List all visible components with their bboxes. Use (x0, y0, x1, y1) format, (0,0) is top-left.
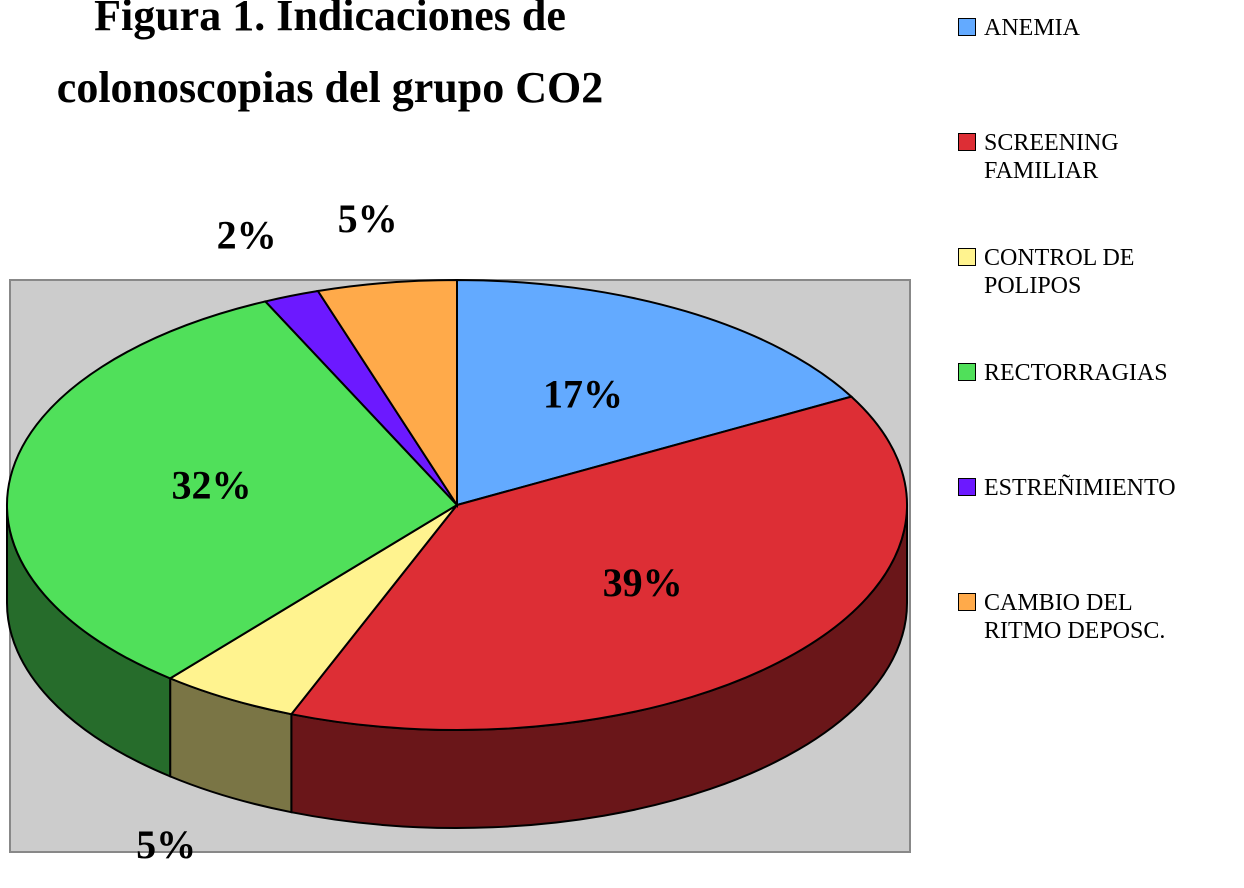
legend-swatch (958, 593, 976, 611)
chart-title: colonoscopias del grupo CO2 (57, 63, 603, 112)
data-label: 5% (338, 196, 398, 241)
data-label: 2% (217, 212, 277, 257)
pie-slice (6, 300, 459, 680)
legend-item: CONTROL DE POLIPOS (958, 244, 1188, 300)
legend-item: ANEMIA (958, 14, 1188, 42)
legend-item: CAMBIO DEL RITMO DEPOSC. (958, 589, 1188, 645)
data-label: 32% (171, 463, 251, 508)
legend-label: CAMBIO DEL RITMO DEPOSC. (984, 590, 1166, 644)
legend-label: CONTROL DE POLIPOS (984, 245, 1135, 299)
data-label: 39% (603, 560, 683, 605)
chart-title: Figura 1. Indicaciones de (94, 0, 566, 40)
legend-swatch (958, 363, 976, 381)
pie-labels: 17% 39% 5% 32% 2% 5% (136, 196, 683, 867)
pie-slice (289, 395, 908, 731)
legend-item: ESTREÑIMIENTO (958, 474, 1188, 502)
legend-swatch (958, 478, 976, 496)
legend-swatch (958, 133, 976, 151)
legend-item: RECTORRAGIAS (958, 359, 1188, 387)
pie-tops (6, 278, 908, 731)
legend-label: ESTREÑIMIENTO (984, 475, 1176, 501)
legend-label: SCREENING FAMILIAR (984, 130, 1119, 184)
pie-slice (456, 278, 854, 507)
legend-swatch (958, 18, 976, 36)
legend-item: SCREENING FAMILIAR (958, 129, 1188, 185)
legend-label: ANEMIA (984, 15, 1080, 41)
data-label: 5% (136, 822, 196, 867)
legend-label: RECTORRAGIAS (984, 360, 1168, 386)
pie-slice (316, 278, 458, 509)
legend-swatch (958, 248, 976, 266)
data-label: 17% (543, 372, 623, 417)
